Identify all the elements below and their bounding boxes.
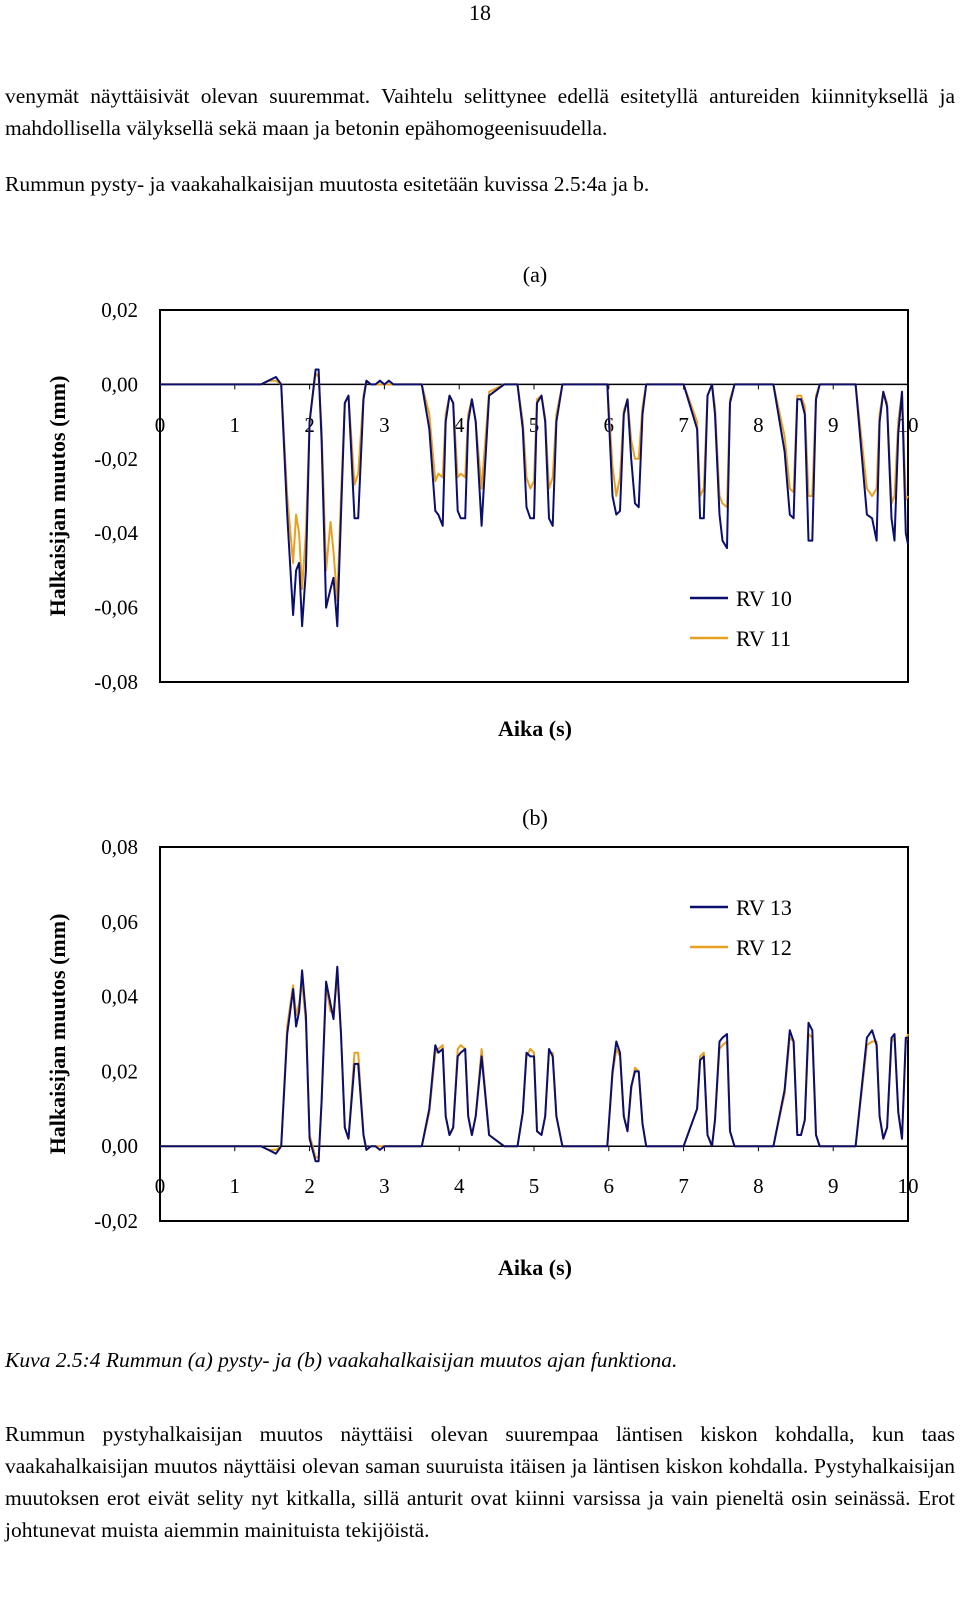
y-tick-label-b-3: 0,02 xyxy=(101,1059,138,1083)
paragraph-intro: venymät näyttäisivät olevan suuremmat. V… xyxy=(5,84,955,140)
legend-label-rv11: RV 11 xyxy=(736,626,791,651)
chart-vertical-diameter: 0,02 0,00 -0,02 -0,04 -0,06 -0,08 0 1 2 3 4 5 6 7 8 9 10… xyxy=(0,250,960,770)
x-tick-label-b-6: 6 xyxy=(604,1174,615,1198)
x-tick-label-a-7: 7 xyxy=(678,413,689,437)
y-tick-label-b-0: 0,08 xyxy=(101,835,138,859)
x-tick-label-b-5: 5 xyxy=(529,1174,540,1198)
series-line-rv13 xyxy=(160,965,908,1163)
paragraph-figure-reference: Rummun pysty- ja vaakahalkaisijan muutos… xyxy=(5,172,650,196)
x-tick-label-b-2: 2 xyxy=(304,1174,315,1198)
y-axis-label-b: Halkaisijan muutos (mm) xyxy=(45,914,70,1155)
y-tick-label-a-0: 0,02 xyxy=(101,298,138,322)
x-tick-label-b-8: 8 xyxy=(753,1174,764,1198)
x-tick-label-b-9: 9 xyxy=(828,1174,839,1198)
y-tick-label-a-2: -0,02 xyxy=(94,447,138,471)
legend-label-rv13: RV 13 xyxy=(736,895,792,920)
x-tick-label-a-1: 1 xyxy=(230,413,241,437)
legend-label-rv10: RV 10 xyxy=(736,586,792,611)
page-number: 18 xyxy=(469,0,491,25)
y-tick-label-a-4: -0,06 xyxy=(94,596,138,620)
y-tick-label-b-4: 0,00 xyxy=(101,1134,138,1158)
y-axis-label-a: Halkaisijan muutos (mm) xyxy=(45,376,70,617)
chart-title-a: (a) xyxy=(523,262,547,287)
x-tick-label-a-0: 0 xyxy=(155,413,166,437)
series-line-rv10 xyxy=(160,368,909,628)
x-tick-label-b-7: 7 xyxy=(678,1174,689,1198)
y-tick-label-a-1: 0,00 xyxy=(101,372,138,396)
y-tick-label-b-1: 0,06 xyxy=(101,910,138,934)
x-tick-label-b-0: 0 xyxy=(155,1174,166,1198)
x-tick-label-b-1: 1 xyxy=(230,1174,241,1198)
y-tick-label-b-5: -0,02 xyxy=(94,1209,138,1233)
x-tick-label-b-10: 10 xyxy=(898,1174,919,1198)
x-axis-label-b: Aika (s) xyxy=(498,1255,572,1280)
x-tick-label-a-3: 3 xyxy=(379,413,390,437)
x-tick-label-a-8: 8 xyxy=(753,413,764,437)
x-tick-label-b-4: 4 xyxy=(454,1174,465,1198)
x-tick-label-a-4: 4 xyxy=(454,413,465,437)
chart-horizontal-diameter: 0,08 0,06 0,04 0,02 0,00 -0,02 0 1 2 3 4 5 6 7 8 9 10 RV … xyxy=(0,795,960,1315)
y-tick-label-b-2: 0,04 xyxy=(101,985,138,1009)
chart-a-svg: 0,020,00-0,02-0,04-0,06-0,080 1 2 3 4 5 6 7 8 9 10… xyxy=(45,262,919,741)
y-tick-label-a-3: -0,04 xyxy=(94,521,138,545)
legend-label-rv12: RV 12 xyxy=(736,935,792,960)
figure-caption: Kuva 2.5:4 Rummun (a) pysty- ja (b) vaak… xyxy=(5,1348,678,1372)
x-tick-label-a-9: 9 xyxy=(828,413,839,437)
paragraph-discussion: Rummun pystyhalkaisijan muutos näyttäisi… xyxy=(5,1422,955,1542)
x-axis-label-a: Aika (s) xyxy=(498,716,572,741)
plot-frame-b xyxy=(159,846,909,1222)
chart-b-svg: 0,08 0,06 0,04 0,02 0,00 -0,02 0 1 2 3 4 5 6 7 8 9 10 RV … xyxy=(45,805,919,1280)
x-tick-label-b-3: 3 xyxy=(379,1174,390,1198)
x-tick-label-a-5: 5 xyxy=(529,413,540,437)
chart-title-b: (b) xyxy=(522,805,548,830)
y-tick-label-a-5: -0,08 xyxy=(94,670,138,694)
